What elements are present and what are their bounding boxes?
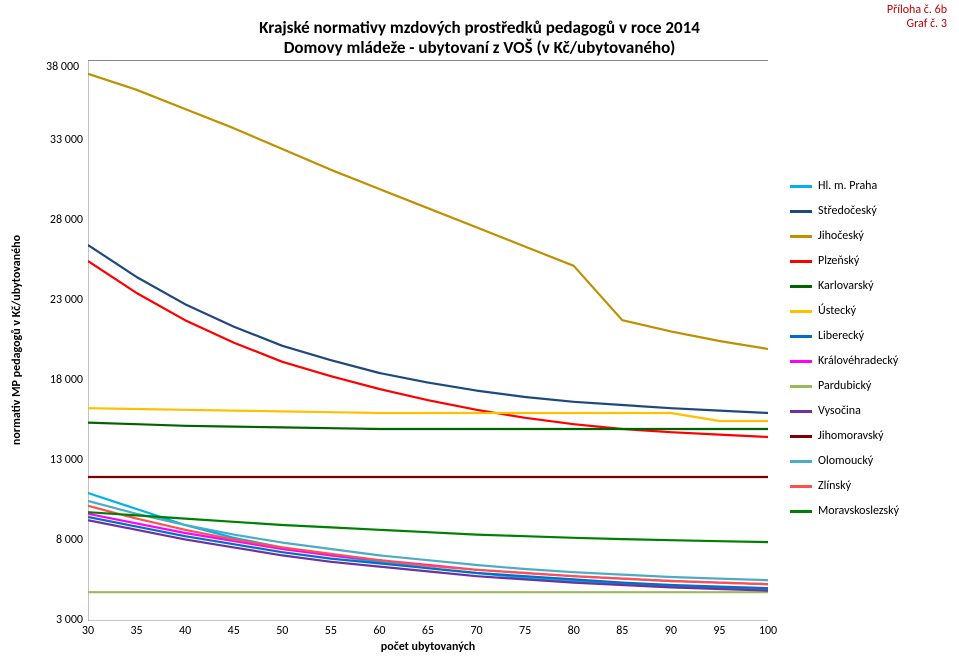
legend: Hl. m. Praha Středočeský Jihočeský Plzeňský… (790, 178, 950, 528)
legend-swatch (790, 335, 812, 338)
x-tick-label: 75 (510, 624, 540, 638)
y-start-label: 38 000 (46, 60, 79, 74)
line-chart-svg (88, 61, 768, 621)
series-line (88, 408, 768, 421)
legend-swatch (790, 460, 812, 463)
legend-label: Plzeňský (818, 254, 859, 268)
legend-item: Středočeský (790, 203, 950, 219)
legend-label: Liberecký (818, 329, 864, 343)
y-tick-label: 13 000 (23, 453, 83, 467)
legend-swatch (790, 435, 812, 438)
legend-item: Vysočina (790, 403, 950, 419)
x-tick-label: 45 (219, 624, 249, 638)
y-tick-label: 33 000 (23, 133, 83, 147)
legend-item: Liberecký (790, 328, 950, 344)
header-line1: Příloha č. 6b (887, 4, 947, 18)
legend-item: Královéhradecký (790, 353, 950, 369)
x-tick-label: 90 (656, 624, 686, 638)
legend-swatch (790, 410, 812, 413)
legend-label: Moravskoslezský (818, 504, 899, 518)
x-tick-label: 95 (704, 624, 734, 638)
legend-swatch (790, 235, 812, 238)
legend-item: Pardubický (790, 378, 950, 394)
series-line (88, 423, 768, 429)
legend-item: Jihomoravský (790, 428, 950, 444)
legend-swatch (790, 210, 812, 213)
legend-item: Olomoucký (790, 453, 950, 469)
x-tick-label: 50 (267, 624, 297, 638)
x-tick-label: 35 (122, 624, 152, 638)
legend-item: Moravskoslezský (790, 503, 950, 519)
legend-label: Jihočeský (818, 229, 864, 243)
chart-title: Krajské normativy mzdových prostředků pe… (0, 18, 959, 59)
legend-swatch (790, 385, 812, 388)
y-tick-label: 8 000 (23, 533, 83, 547)
x-tick-label: 85 (607, 624, 637, 638)
y-tick-label: 23 000 (23, 293, 83, 307)
legend-swatch (790, 185, 812, 188)
legend-label: Zlínský (818, 479, 851, 493)
x-axis-label: počet ubytovaných (88, 640, 768, 654)
chart-page: Příloha č. 6b Graf č. 3 Krajské normativ… (0, 0, 959, 668)
legend-item: Karlovarský (790, 278, 950, 294)
legend-swatch (790, 485, 812, 488)
title-line1: Krajské normativy mzdových prostředků pe… (0, 18, 959, 38)
legend-swatch (790, 285, 812, 288)
legend-swatch (790, 360, 812, 363)
x-tick-label: 40 (170, 624, 200, 638)
legend-item: Ústecký (790, 303, 950, 319)
title-line2: Domovy mládeže - ubytovaní z VOŠ (v Kč/u… (0, 38, 959, 58)
legend-label: Královéhradecký (818, 354, 898, 368)
x-tick-label: 65 (413, 624, 443, 638)
legend-label: Karlovarský (818, 279, 874, 293)
x-tick-label: 70 (462, 624, 492, 638)
x-tick-label: 60 (364, 624, 394, 638)
legend-swatch (790, 310, 812, 313)
x-tick-label: 55 (316, 624, 346, 638)
legend-label: Hl. m. Praha (818, 179, 877, 193)
legend-item: Zlínský (790, 478, 950, 494)
legend-item: Plzeňský (790, 253, 950, 269)
series-line (88, 514, 768, 584)
series-line (88, 245, 768, 413)
x-tick-label: 80 (559, 624, 589, 638)
legend-label: Pardubický (818, 379, 871, 393)
legend-swatch (790, 260, 812, 263)
legend-swatch (790, 510, 812, 513)
y-tick-label: 28 000 (23, 213, 83, 227)
plot-area (88, 60, 768, 621)
legend-label: Jihomoravský (818, 429, 884, 443)
legend-label: Vysočina (818, 404, 861, 418)
series-line (88, 74, 768, 349)
legend-label: Středočeský (818, 204, 877, 218)
x-tick-label: 100 (753, 624, 783, 638)
legend-item: Jihočeský (790, 228, 950, 244)
legend-label: Olomoucký (818, 454, 873, 468)
legend-item: Hl. m. Praha (790, 178, 950, 194)
y-tick-label: 18 000 (23, 373, 83, 387)
legend-label: Ústecký (818, 304, 856, 318)
x-tick-label: 30 (73, 624, 103, 638)
